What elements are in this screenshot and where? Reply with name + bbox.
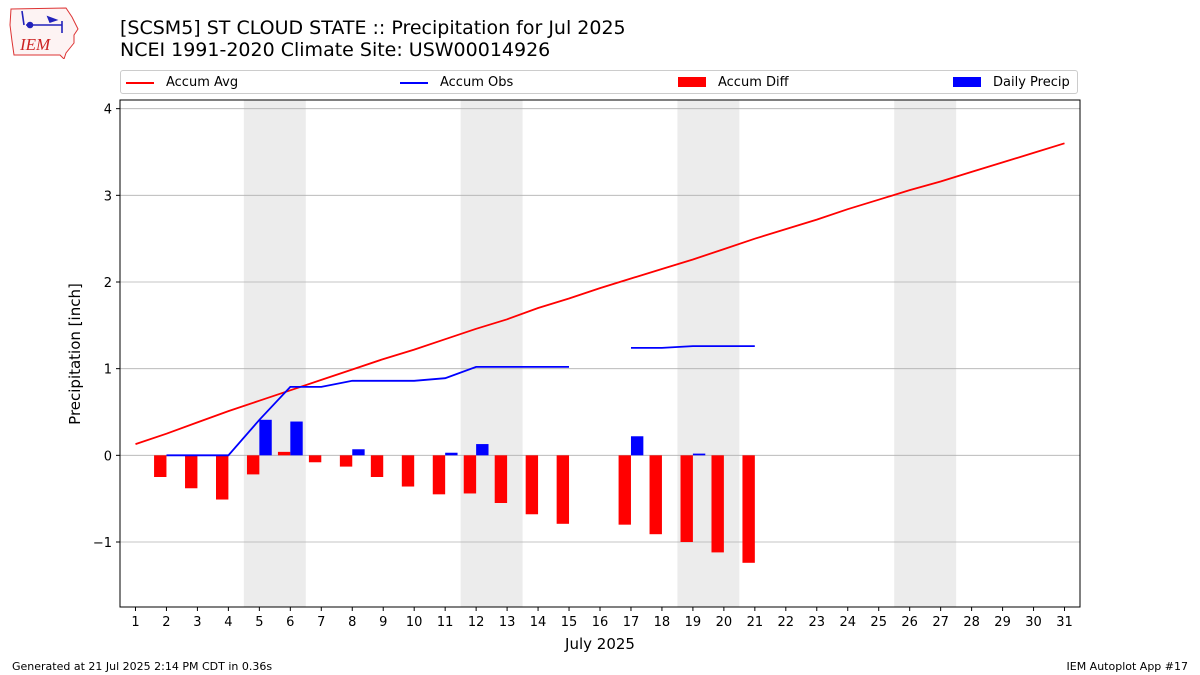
x-tick-label: 4 [224, 615, 232, 630]
x-tick-label: 24 [839, 615, 856, 630]
legend-swatch-daily-precip [953, 77, 981, 87]
daily-precip-bar [630, 436, 644, 456]
daily-precip-bar [352, 449, 365, 456]
accum-diff-bar [742, 455, 755, 563]
x-tick-label: 26 [901, 615, 918, 630]
x-tick-label: 11 [437, 615, 454, 630]
y-tick-label: 1 [104, 363, 112, 378]
x-tick-label: 5 [255, 615, 263, 630]
x-tick-label: 19 [685, 615, 702, 630]
x-tick-label: 2 [162, 615, 170, 630]
accum-diff-bar [370, 455, 384, 477]
legend-swatch-accum-avg [126, 82, 154, 84]
generated-timestamp: Generated at 21 Jul 2025 2:14 PM CDT in … [12, 660, 273, 673]
x-tick-label: 15 [561, 615, 578, 630]
accum-diff-bar [618, 455, 631, 525]
accum-diff-bar [339, 455, 353, 467]
daily-precip-bar [445, 452, 458, 456]
accum-diff-bar [432, 455, 446, 495]
accum-diff-bar [216, 455, 229, 500]
legend-swatch-accum-obs [400, 82, 428, 84]
chart-legend: Accum Avg Accum Obs Accum Diff Daily Pre… [120, 70, 1078, 94]
logo-text: IEM [19, 35, 51, 54]
x-tick-label: 8 [348, 615, 356, 630]
accum-avg-line [135, 142, 1065, 445]
x-tick-label: 21 [747, 615, 764, 630]
legend-label-accum-diff: Accum Diff [718, 75, 789, 90]
y-tick-label: 4 [104, 103, 112, 118]
accum-diff-bar [711, 455, 724, 553]
x-tick-label: 17 [623, 615, 640, 630]
weekend-shade-band [460, 100, 523, 607]
x-tick-label: 14 [530, 615, 547, 630]
x-tick-label: 3 [193, 615, 201, 630]
accum-obs-line [166, 365, 569, 457]
accum-diff-bar [185, 455, 198, 489]
accum-diff-bar [680, 455, 693, 542]
legend-swatch-accum-diff [678, 77, 706, 87]
lines-layer [135, 142, 1065, 457]
y-tick-label: −1 [93, 536, 112, 551]
accum-obs-line [631, 345, 755, 349]
y-tick-label: 2 [104, 276, 112, 291]
weekend-shade-band [243, 100, 306, 607]
x-tick-label: 28 [963, 615, 980, 630]
x-tick-label: 30 [1025, 615, 1042, 630]
accum-diff-bar [463, 455, 477, 494]
bars-layer [154, 419, 755, 563]
chart-title: [SCSM5] ST CLOUD STATE :: Precipitation … [120, 17, 626, 39]
iem-logo: IEM [9, 7, 79, 59]
daily-precip-bar [692, 453, 706, 456]
x-tick-label: 25 [870, 615, 887, 630]
daily-precip-bar [476, 444, 489, 456]
weekend-shade-band [894, 100, 957, 607]
accum-diff-bar [556, 455, 570, 524]
accum-diff-bar [246, 455, 260, 475]
x-tick-label: 10 [406, 615, 423, 630]
x-tick-label: 13 [499, 615, 516, 630]
x-tick-label: 31 [1056, 615, 1073, 630]
x-tick-label: 7 [317, 615, 325, 630]
accum-diff-bar [494, 455, 508, 503]
legend-label-accum-avg: Accum Avg [166, 75, 239, 90]
legend-label-daily-precip: Daily Precip [993, 75, 1070, 90]
accum-diff-bar [308, 455, 322, 463]
weekend-shading-layer [243, 100, 957, 607]
x-tick-label: 23 [809, 615, 826, 630]
y-tick-label: 3 [104, 189, 112, 204]
accum-diff-bar [525, 455, 539, 515]
accum-diff-bar [649, 455, 662, 535]
weather-station-icon [21, 10, 63, 33]
daily-precip-bar [290, 421, 303, 456]
x-tick-label: 12 [468, 615, 485, 630]
accum-diff-bar [277, 451, 291, 456]
x-tick-label: 9 [379, 615, 387, 630]
legend-label-accum-obs: Accum Obs [440, 75, 514, 90]
x-tick-label: 22 [778, 615, 795, 630]
accum-diff-bar [154, 455, 167, 477]
x-tick-label: 16 [592, 615, 609, 630]
daily-precip-bar [259, 419, 272, 456]
chart-subtitle: NCEI 1991-2020 Climate Site: USW00014926 [120, 39, 551, 61]
app-credit: IEM Autoplot App #17 [1066, 660, 1189, 673]
x-tick-label: 1 [131, 615, 139, 630]
y-tick-label: 0 [104, 449, 112, 464]
accum-diff-bar [401, 455, 415, 487]
iowa-outline-shape [9, 7, 79, 59]
x-axis-label: July 2025 [564, 635, 635, 653]
x-tick-label: 29 [994, 615, 1011, 630]
x-tick-label: 20 [716, 615, 733, 630]
x-tick-label: 6 [286, 615, 294, 630]
x-tick-label: 18 [654, 615, 671, 630]
x-tick-label: 27 [932, 615, 949, 630]
y-axis-label: Precipitation [inch] [66, 283, 84, 425]
